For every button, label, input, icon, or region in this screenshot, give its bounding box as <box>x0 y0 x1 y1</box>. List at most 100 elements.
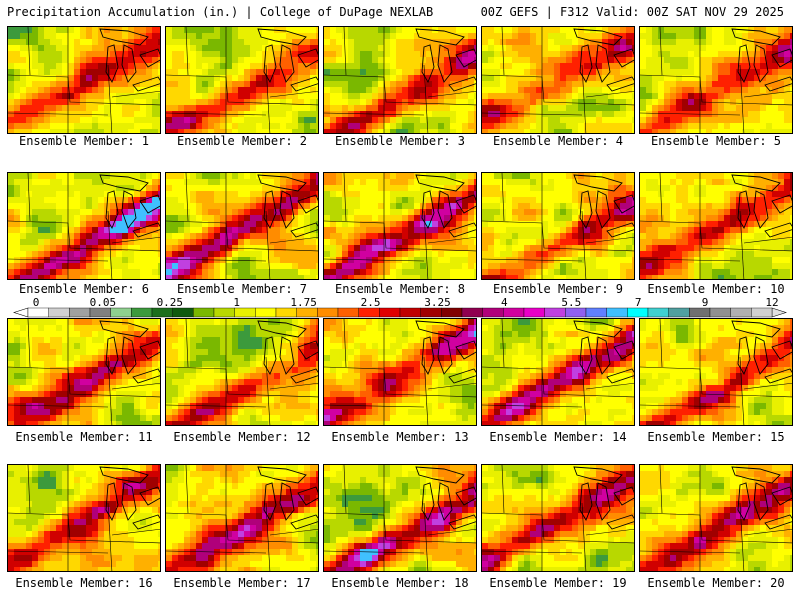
precip-map-graphic <box>640 27 792 133</box>
precip-map-graphic <box>324 319 476 425</box>
ensemble-member-map <box>639 26 793 134</box>
colorbar-segment <box>48 307 70 318</box>
ensemble-member-label: Ensemble Member: 13 <box>331 430 469 444</box>
colorbar-low-arrow <box>13 307 29 318</box>
ensemble-member-label: Ensemble Member: 12 <box>173 430 311 444</box>
precip-map-graphic <box>482 27 634 133</box>
ensemble-member-label: Ensemble Member: 16 <box>15 576 153 590</box>
run-valid-label: 00Z GEFS | F312 Valid: 00Z SAT NOV 29 20… <box>480 5 784 19</box>
colorbar-high-arrow <box>771 307 787 318</box>
colorbar-segment <box>296 307 318 318</box>
ensemble-member-map <box>323 26 477 134</box>
ensemble-member-label: Ensemble Member: 8 <box>334 282 466 296</box>
colorbar-segment <box>461 307 483 318</box>
colorbar-segment <box>523 307 545 318</box>
ensemble-member-label: Ensemble Member: 17 <box>173 576 311 590</box>
ensemble-member-label: Ensemble Member: 1 <box>18 134 150 148</box>
ensemble-member-map <box>7 464 161 572</box>
colorbar-segment <box>606 307 628 318</box>
colorbar-segment <box>337 307 359 318</box>
ensemble-member-label: Ensemble Member: 3 <box>334 134 466 148</box>
ensemble-member-map <box>7 318 161 426</box>
ensemble-member-map <box>639 318 793 426</box>
colorbar-tick-label: 2.5 <box>361 296 381 309</box>
colorbar-segment <box>420 307 442 318</box>
ensemble-member-label: Ensemble Member: 19 <box>489 576 627 590</box>
precip-map-graphic <box>166 173 318 279</box>
ensemble-member-label: Ensemble Member: 9 <box>492 282 624 296</box>
colorbar-segment <box>110 307 132 318</box>
colorbar-segment <box>503 307 525 318</box>
colorbar-segment <box>193 307 215 318</box>
precip-map-graphic <box>640 173 792 279</box>
colorbar: 0 0.05 0.25 1 1.75 2.5 3.25 4 5.5 7 9 12 <box>0 296 800 320</box>
ensemble-member-map <box>481 26 635 134</box>
colorbar-segment <box>647 307 669 318</box>
ensemble-member-label: Ensemble Member: 2 <box>176 134 308 148</box>
colorbar-segment <box>441 307 463 318</box>
ensemble-member-map <box>7 172 161 280</box>
precip-map-graphic <box>166 465 318 571</box>
precip-map-graphic <box>8 465 160 571</box>
chart-title: Precipitation Accumulation (in.) | Colle… <box>7 5 434 19</box>
colorbar-tick-label: 0.05 <box>90 296 117 309</box>
colorbar-segment <box>565 307 587 318</box>
ensemble-member-map <box>165 26 319 134</box>
colorbar-segment <box>627 307 649 318</box>
precip-map-graphic <box>482 319 634 425</box>
colorbar-segment <box>689 307 711 318</box>
colorbar-tick-label: 3.25 <box>424 296 451 309</box>
colorbar-tick-label: 0.25 <box>157 296 184 309</box>
colorbar-segment <box>234 307 256 318</box>
colorbar-tick-label: 1 <box>233 296 240 309</box>
ensemble-member-label: Ensemble Member: 10 <box>647 282 785 296</box>
ensemble-member-label: Ensemble Member: 7 <box>176 282 308 296</box>
colorbar-tick-label: 9 <box>702 296 709 309</box>
precip-map-graphic <box>640 465 792 571</box>
colorbar-segment <box>27 307 49 318</box>
ensemble-member-label: Ensemble Member: 4 <box>492 134 624 148</box>
ensemble-member-map <box>165 318 319 426</box>
ensemble-member-label: Ensemble Member: 20 <box>647 576 785 590</box>
precip-map-graphic <box>482 465 634 571</box>
ensemble-member-label: Ensemble Member: 5 <box>650 134 782 148</box>
ensemble-member-map <box>323 318 477 426</box>
colorbar-tick-label: 7 <box>635 296 642 309</box>
colorbar-segment <box>668 307 690 318</box>
colorbar-segment <box>730 307 752 318</box>
precip-map-graphic <box>324 465 476 571</box>
ensemble-member-map <box>639 172 793 280</box>
ensemble-member-label: Ensemble Member: 11 <box>15 430 153 444</box>
precip-map-graphic <box>482 173 634 279</box>
precip-map-graphic <box>8 173 160 279</box>
precip-map-graphic <box>8 319 160 425</box>
colorbar-tick-label: 12 <box>765 296 778 309</box>
ensemble-member-map <box>481 318 635 426</box>
ensemble-member-map <box>165 464 319 572</box>
colorbar-segment <box>255 307 277 318</box>
ensemble-member-label: Ensemble Member: 6 <box>18 282 150 296</box>
colorbar-segment <box>379 307 401 318</box>
colorbar-segment <box>709 307 731 318</box>
precip-map-graphic <box>8 27 160 133</box>
ensemble-member-label: Ensemble Member: 18 <box>331 576 469 590</box>
colorbar-segment <box>131 307 153 318</box>
precip-map-graphic <box>166 319 318 425</box>
colorbar-segment <box>751 307 773 318</box>
colorbar-tick-label: 0 <box>33 296 40 309</box>
ensemble-member-map <box>165 172 319 280</box>
precip-map-graphic <box>640 319 792 425</box>
colorbar-segment <box>275 307 297 318</box>
ensemble-member-map <box>323 464 477 572</box>
colorbar-segment <box>544 307 566 318</box>
colorbar-segment <box>69 307 91 318</box>
ensemble-member-map <box>7 26 161 134</box>
colorbar-tick-label: 4 <box>501 296 508 309</box>
colorbar-tick-label: 5.5 <box>561 296 581 309</box>
precip-map-graphic <box>166 27 318 133</box>
colorbar-segment <box>317 307 339 318</box>
colorbar-segment <box>213 307 235 318</box>
colorbar-segment <box>89 307 111 318</box>
ensemble-member-label: Ensemble Member: 15 <box>647 430 785 444</box>
colorbar-segment <box>399 307 421 318</box>
